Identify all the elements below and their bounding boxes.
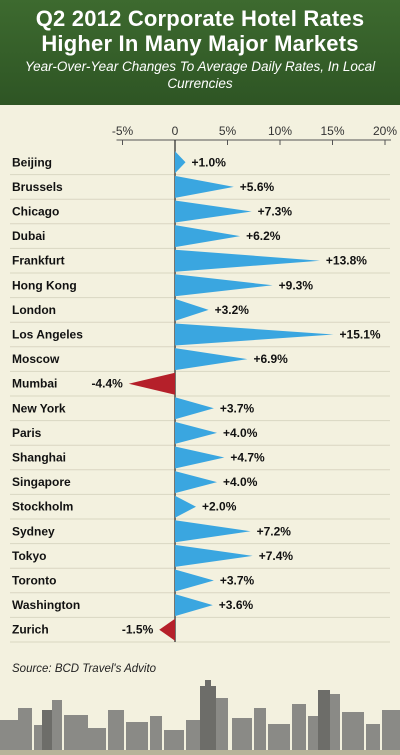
bar <box>175 569 214 592</box>
bar <box>175 225 241 248</box>
bar <box>175 274 273 297</box>
bar <box>159 618 175 641</box>
chart-subtitle: Year-Over-Year Changes To Average Daily … <box>24 59 376 91</box>
bar <box>128 372 175 395</box>
data-label: +3.7% <box>220 401 255 415</box>
source-note: Source: BCD Travel's Advito <box>12 663 157 675</box>
data-label: +9.3% <box>279 278 314 292</box>
category-label: Mumbai <box>12 377 57 391</box>
data-label: +7.3% <box>258 205 293 219</box>
data-label: +7.4% <box>259 549 294 563</box>
data-label: +13.8% <box>326 254 367 268</box>
category-label: Shanghai <box>12 451 66 465</box>
category-label: Singapore <box>12 475 71 489</box>
x-tick-label: 20% <box>373 124 397 138</box>
data-label: +15.1% <box>340 328 381 342</box>
category-label: Sydney <box>12 524 55 538</box>
bar <box>175 200 252 223</box>
category-label: Tokyo <box>12 549 46 563</box>
data-label: +5.6% <box>240 180 275 194</box>
category-label: Stockholm <box>12 500 73 514</box>
data-label: +4.0% <box>223 426 258 440</box>
bar <box>175 520 251 543</box>
data-label: +4.0% <box>223 475 258 489</box>
x-tick-label: 10% <box>268 124 292 138</box>
bar <box>175 249 320 272</box>
data-label: +7.2% <box>257 524 292 538</box>
bar <box>175 175 234 198</box>
category-label: Los Angeles <box>12 328 83 342</box>
data-label: +6.9% <box>253 352 288 366</box>
city-skyline-illustration <box>0 680 400 755</box>
category-label: London <box>12 303 56 317</box>
data-label: +3.6% <box>219 598 254 612</box>
data-label: -1.5% <box>122 623 154 637</box>
x-tick-label: -5% <box>112 124 134 138</box>
category-label: Washington <box>12 598 80 612</box>
category-label: Dubai <box>12 229 45 243</box>
bar <box>175 446 225 469</box>
chart-header: Q2 2012 Corporate Hotel Rates Higher In … <box>0 0 400 105</box>
category-label: Hong Kong <box>12 278 77 292</box>
bar <box>175 544 253 567</box>
data-label: +3.2% <box>215 303 250 317</box>
bar-chart: -5% 0 5% 10% 15% 20% Beijing +1.0% Brussels +5.6%… <box>10 124 397 643</box>
category-label: Brussels <box>12 180 63 194</box>
category-label: Moscow <box>12 352 60 366</box>
bar <box>175 298 209 321</box>
bar <box>175 323 334 346</box>
bar <box>175 421 217 444</box>
bar <box>175 151 186 174</box>
data-label: +6.2% <box>246 229 281 243</box>
x-tick-label: 15% <box>320 124 344 138</box>
category-label: Frankfurt <box>12 254 65 268</box>
data-label: +4.7% <box>230 451 265 465</box>
category-label: Paris <box>12 426 42 440</box>
x-tick-label: 0 <box>172 124 179 138</box>
data-label: +1.0% <box>192 155 227 169</box>
category-label: Zurich <box>12 623 49 637</box>
category-label: New York <box>12 401 66 415</box>
bar <box>175 495 196 518</box>
category-label: Toronto <box>12 574 56 588</box>
chart-title: Q2 2012 Corporate Hotel Rates Higher In … <box>35 6 365 56</box>
bar <box>175 471 217 494</box>
bar <box>175 594 213 617</box>
bar <box>175 397 214 420</box>
data-label: +2.0% <box>202 500 237 514</box>
x-tick-label: 5% <box>219 124 237 138</box>
bar <box>175 348 248 371</box>
category-label: Chicago <box>12 205 59 219</box>
data-label: -4.4% <box>91 377 123 391</box>
category-label: Beijing <box>12 155 52 169</box>
data-label: +3.7% <box>220 574 255 588</box>
